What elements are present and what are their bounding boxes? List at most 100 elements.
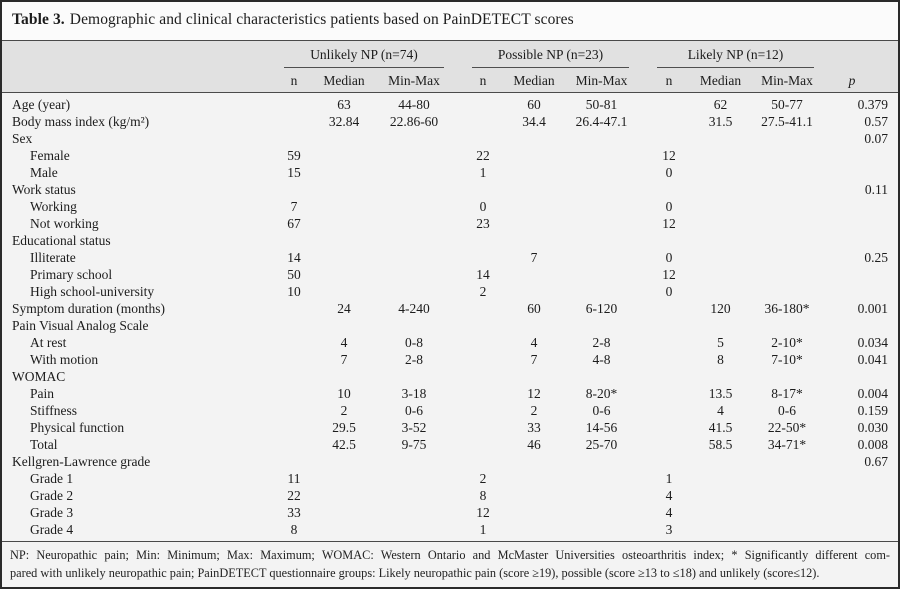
row-label: WOMAC <box>12 369 66 384</box>
cell-u-med: 42.5 <box>332 437 356 452</box>
cell-p-n: 12 <box>476 505 490 520</box>
table-row: Symptom duration (months) 24 4-240 60 6-120 1… <box>10 300 890 317</box>
group-likely-np: Likely NP (n=12) <box>643 42 828 68</box>
cell-p-mm: 6-120 <box>585 301 618 316</box>
col-header-p: p <box>848 73 856 88</box>
col-header-n: n <box>479 73 487 88</box>
cell-p-n: 1 <box>479 522 487 537</box>
row-label: Grade 1 <box>30 471 74 486</box>
cell-p-n: 2 <box>479 471 487 486</box>
cell-p-n: 2 <box>479 284 487 299</box>
cell-p: 0.11 <box>864 182 888 197</box>
cell-l-med: 58.5 <box>708 437 733 452</box>
row-label: Body mass index (kg/m²) <box>12 114 150 129</box>
cell-l-med: 41.5 <box>708 420 733 435</box>
cell-l-med: 62 <box>713 97 728 112</box>
cell-p: 0.159 <box>857 403 888 418</box>
cell-u-med: 7 <box>340 352 348 367</box>
row-label: Age (year) <box>12 97 71 112</box>
cell-p: 0.030 <box>857 420 888 435</box>
cell-p: 0.008 <box>857 437 888 452</box>
table-title: Table 3. Demographic and clinical charact… <box>2 2 898 40</box>
cell-p-med: 2 <box>530 403 538 418</box>
table-row: Grade 3 33 12 4 <box>10 504 890 521</box>
table-number: Table 3. <box>12 11 65 28</box>
cell-p-mm: 14-56 <box>585 420 618 435</box>
cell-l-mm: 36-180* <box>764 301 810 316</box>
cell-p-med: 33 <box>527 420 541 435</box>
cell-p-med: 12 <box>527 386 541 401</box>
cell-u-n: 22 <box>287 488 301 503</box>
cell-u-mm: 3-18 <box>401 386 427 401</box>
table-row: Not working 67 23 12 <box>10 215 890 232</box>
cell-p-mm: 4-8 <box>592 352 611 367</box>
cell-p-mm: 0-6 <box>592 403 611 418</box>
group-label: Likely NP (n=12) <box>657 47 814 68</box>
row-label: High school-university <box>30 284 155 299</box>
cell-p-med: 7 <box>530 352 538 367</box>
cell-u-med: 29.5 <box>332 420 356 435</box>
cell-p: 0.041 <box>857 352 888 367</box>
cell-p: 0.25 <box>864 250 888 265</box>
table-row: Kellgren-Lawrence grade 0.67 <box>10 453 890 470</box>
cell-l-med: 13.5 <box>708 386 733 401</box>
row-label: Stiffness <box>30 403 78 418</box>
table-footnote: NP: Neuropathic pain; Min: Minimum; Max:… <box>2 541 898 583</box>
cell-p-n: 23 <box>476 216 490 231</box>
row-label: Physical function <box>30 420 125 435</box>
row-label: Illiterate <box>30 250 76 265</box>
cell-p-med: 46 <box>527 437 541 452</box>
cell-p-med: 4 <box>530 335 538 350</box>
cell-p-n: 1 <box>479 165 487 180</box>
row-label: Work status <box>12 182 76 197</box>
col-header-minmax: Min-Max <box>761 73 813 88</box>
row-label: Primary school <box>30 267 113 282</box>
row-label: Grade 4 <box>30 522 74 537</box>
row-label: Total <box>30 437 58 452</box>
col-header-minmax: Min-Max <box>388 73 440 88</box>
row-label: Educational status <box>12 233 111 248</box>
cell-u-n: 7 <box>290 199 298 214</box>
table-row: Male 15 1 0 <box>10 164 890 181</box>
col-header-median: Median <box>513 73 555 88</box>
table-row: High school-university 10 2 0 <box>10 283 890 300</box>
row-label: Pain <box>30 386 55 401</box>
cell-u-mm: 9-75 <box>401 437 427 452</box>
row-label: Male <box>30 165 58 180</box>
cell-p-mm: 8-20* <box>585 386 618 401</box>
cell-l-mm: 50-77 <box>771 97 803 112</box>
cell-p: 0.07 <box>864 131 888 146</box>
table-row: Physical function 29.5 3-52 33 14-56 41.5 22-5… <box>10 419 890 436</box>
cell-p: 0.57 <box>864 114 888 129</box>
sub-header-row: n Median Min-Max n Median Min-Max n Medi… <box>10 69 890 93</box>
group-unlikely-np: Unlikely NP (n=74) <box>270 42 458 68</box>
table-row: Pain Visual Analog Scale <box>10 317 890 334</box>
cell-l-n: 0 <box>665 250 673 265</box>
cell-p: 0.001 <box>857 301 888 316</box>
table-header: Unlikely NP (n=74) Possible NP (n=23) Li… <box>2 40 898 93</box>
cell-l-n: 3 <box>665 522 673 537</box>
cell-l-mm: 0-6 <box>778 403 796 418</box>
footnote-line: NP: Neuropathic pain; Min: Minimum; Max:… <box>10 548 890 562</box>
table-row: Primary school 50 14 12 <box>10 266 890 283</box>
group-possible-np: Possible NP (n=23) <box>458 42 643 68</box>
table-row: Pain 10 3-18 12 8-20* 13.5 8-17* 0.004 <box>10 385 890 402</box>
cell-p: 0.034 <box>857 335 888 350</box>
cell-u-n: 8 <box>290 522 298 537</box>
cell-l-mm: 34-71* <box>767 437 807 452</box>
col-header-n: n <box>290 73 298 88</box>
cell-l-n: 4 <box>665 505 673 520</box>
cell-u-n: 59 <box>287 148 301 163</box>
cell-l-mm: 2-10* <box>771 335 803 350</box>
row-label: Symptom duration (months) <box>12 301 165 316</box>
cell-p-med: 7 <box>530 250 538 265</box>
cell-u-n: 67 <box>287 216 301 231</box>
table-row: Grade 4 8 1 3 <box>10 521 890 538</box>
row-label: Pain Visual Analog Scale <box>12 318 149 333</box>
cell-p: 0.67 <box>864 454 888 469</box>
cell-u-n: 50 <box>287 267 301 282</box>
cell-l-med: 8 <box>717 352 724 367</box>
group-label: Unlikely NP (n=74) <box>284 47 444 68</box>
cell-u-med: 32.84 <box>328 114 360 129</box>
cell-u-mm: 4-240 <box>398 301 430 316</box>
